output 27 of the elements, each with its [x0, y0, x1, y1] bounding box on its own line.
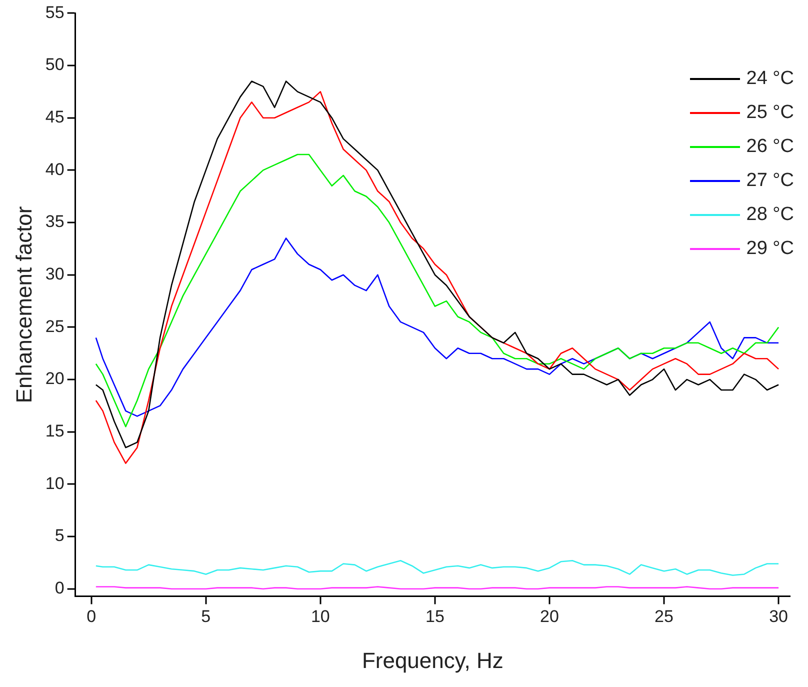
y-tick-label: 25 [45, 316, 64, 336]
y-axis-title: Enhancement factor [11, 206, 36, 404]
x-tick-label: 0 [86, 607, 96, 626]
y-tick-label: 10 [45, 474, 64, 493]
y-tick-label: 45 [45, 108, 64, 127]
y-tick-label: 0 [54, 578, 64, 598]
y-tick-label: 5 [54, 526, 64, 546]
legend-label: 27 °C [746, 170, 794, 192]
y-tick-label: 55 [45, 2, 64, 22]
y-tick-label: 35 [45, 212, 64, 232]
legend-label: 28 °C [746, 204, 794, 226]
y-tick-label: 20 [45, 369, 64, 388]
y-tick-label: 15 [45, 422, 64, 441]
legend-label: 29 °C [746, 238, 794, 260]
x-tick-label: 10 [310, 607, 330, 626]
legend-label: 24 °C [746, 68, 794, 90]
x-tick-label: 20 [540, 607, 559, 626]
x-tick-label: 25 [654, 607, 674, 626]
legend-label: 25 °C [746, 102, 794, 124]
x-axis-title: Frequency, Hz [362, 648, 504, 673]
x-tick-label: 5 [201, 607, 211, 626]
x-tick-label: 30 [769, 607, 788, 626]
y-tick-label: 30 [45, 264, 64, 284]
y-tick-label: 40 [45, 160, 64, 179]
legend-label: 26 °C [746, 136, 794, 158]
y-tick-label: 50 [45, 55, 64, 74]
x-tick-label: 15 [425, 607, 444, 626]
